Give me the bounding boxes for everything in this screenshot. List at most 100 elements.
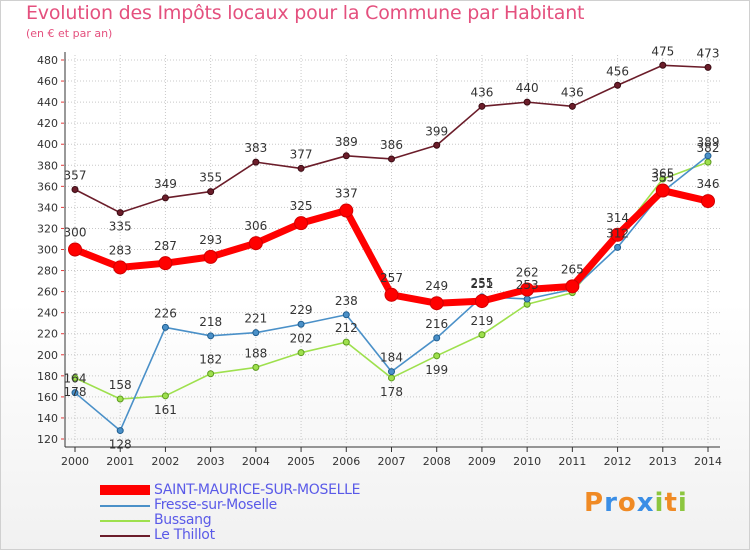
data-label: 389 (335, 135, 358, 149)
data-label: 293 (199, 233, 222, 247)
y-tick-label: 320 (37, 222, 58, 235)
logo-letter: i (654, 488, 665, 518)
data-point (158, 256, 173, 271)
y-tick-label: 300 (37, 244, 58, 257)
data-label: 202 (290, 332, 313, 346)
data-label: 473 (697, 46, 720, 60)
x-tick-label: 2002 (151, 455, 179, 468)
data-label: 218 (199, 315, 222, 329)
data-label: 383 (244, 141, 267, 155)
y-tick-label: 220 (37, 328, 58, 341)
x-tick-label: 2013 (649, 455, 677, 468)
data-label: 219 (470, 314, 493, 328)
data-label: 249 (425, 279, 448, 293)
data-label: 253 (516, 278, 539, 292)
data-point (384, 287, 399, 302)
data-label: 386 (380, 138, 403, 152)
y-tick-label: 140 (37, 412, 58, 425)
data-label: 255 (470, 276, 493, 290)
x-tick-label: 2003 (197, 455, 225, 468)
data-label: 216 (425, 317, 448, 331)
data-point (339, 203, 354, 218)
data-label: 257 (380, 271, 403, 285)
y-tick-label: 360 (37, 180, 58, 193)
legend-swatch (100, 505, 150, 507)
data-label: 283 (109, 243, 132, 257)
data-point (478, 102, 486, 110)
chart-subtitle: (en € et par an) (26, 27, 113, 40)
logo-letter: r (604, 488, 618, 518)
data-point (248, 236, 263, 251)
data-label: 440 (516, 81, 539, 95)
data-label: 399 (425, 124, 448, 138)
data-point (297, 349, 305, 357)
data-label: 182 (199, 353, 222, 367)
data-label: 199 (425, 363, 448, 377)
data-label: 355 (651, 171, 674, 185)
data-point (297, 164, 305, 172)
data-label: 337 (335, 187, 358, 201)
data-label: 306 (244, 219, 267, 233)
data-point (523, 98, 531, 106)
legend-swatch (100, 535, 150, 537)
y-tick-label: 160 (37, 391, 58, 404)
y-tick-label: 480 (37, 54, 58, 67)
data-label: 355 (199, 171, 222, 185)
data-point (614, 243, 622, 251)
data-label: 346 (697, 177, 720, 191)
x-tick-label: 2000 (61, 455, 89, 468)
y-tick-label: 340 (37, 201, 58, 214)
data-label: 335 (109, 220, 132, 234)
data-point (116, 427, 124, 435)
data-label: 377 (290, 147, 313, 161)
data-point (433, 334, 441, 342)
legend-label: SAINT-MAURICE-SUR-MOSELLE (154, 482, 361, 498)
data-point (203, 249, 218, 264)
data-point (207, 188, 215, 196)
x-tick-label: 2007 (378, 455, 406, 468)
y-tick-label: 120 (37, 433, 58, 446)
proxiti-logo: Proxiti (584, 488, 688, 518)
data-label: 221 (244, 312, 267, 326)
data-point (704, 63, 712, 71)
data-label: 184 (380, 351, 403, 365)
legend-swatch (100, 485, 150, 495)
x-tick-label: 2014 (694, 455, 722, 468)
data-point (568, 102, 576, 110)
data-point (68, 242, 82, 257)
data-point (520, 282, 535, 297)
data-label: 128 (109, 438, 132, 452)
data-labels: 357 335 349 355 383 377 389 386 399 436 440 436 456 4… (64, 44, 720, 451)
legend-item-bussang: Bussang (100, 512, 420, 529)
data-label: 265 (561, 262, 584, 276)
data-label: 436 (470, 85, 493, 99)
data-point (659, 175, 667, 183)
data-point (565, 279, 580, 294)
data-label: 357 (64, 168, 87, 182)
data-label: 382 (697, 141, 720, 155)
x-tick-label: 2004 (242, 455, 270, 468)
data-label: 262 (516, 266, 539, 280)
data-point (116, 209, 124, 217)
axes: 120 140 160 180 200 220 240 260 280 300 320 340 360 3… (37, 52, 722, 468)
x-tick-label: 2006 (332, 455, 360, 468)
x-tick-label: 2012 (604, 455, 632, 468)
legend-item-le-thillot: Le Thillot (100, 527, 420, 544)
x-tick-label: 2001 (106, 455, 134, 468)
data-point (71, 374, 79, 382)
y-tick-label: 440 (37, 96, 58, 109)
legend: SAINT-MAURICE-SUR-MOSELLE Fresse-sur-Mos… (100, 482, 420, 544)
y-tick-label: 260 (37, 286, 58, 299)
y-tick-label: 280 (37, 265, 58, 278)
data-label: 188 (244, 346, 267, 360)
x-tick-label: 2010 (513, 455, 541, 468)
y-tick-label: 420 (37, 117, 58, 130)
x-tick-label: 2005 (287, 455, 315, 468)
data-label: 226 (154, 306, 177, 320)
data-point (429, 296, 444, 311)
chart-title: Evolution des Impôts locaux pour la Comm… (26, 2, 585, 24)
data-point (161, 194, 169, 202)
data-point (207, 370, 215, 378)
